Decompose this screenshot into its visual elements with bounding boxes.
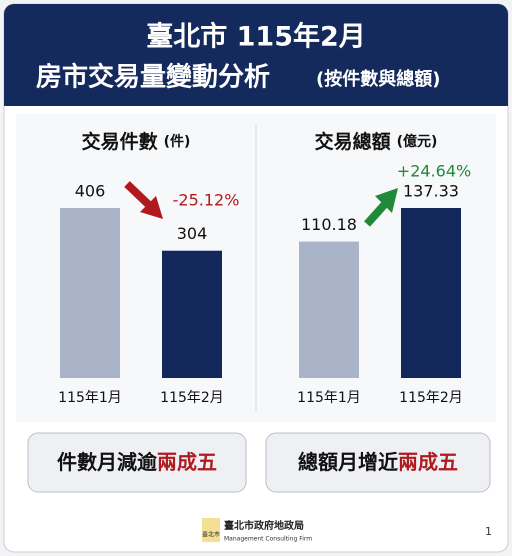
change-label: -25.12% bbox=[173, 191, 240, 210]
summary-main: 總額月增近 bbox=[298, 450, 398, 474]
footer-org-en: Management Consulting Firm bbox=[224, 536, 312, 543]
chart-unit: (億元) bbox=[397, 133, 438, 150]
page-number: 1 bbox=[485, 525, 492, 538]
summary-box bbox=[27, 432, 247, 493]
logo-text: 臺北市 bbox=[202, 531, 220, 539]
chart-title: 交易件數 (件) bbox=[82, 130, 191, 153]
bar bbox=[299, 241, 359, 378]
summary-highlight: 兩成五 bbox=[157, 450, 217, 474]
title: 房市交易量變動分析 bbox=[36, 62, 270, 93]
logo-mark bbox=[202, 518, 220, 542]
value-label: 137.33 bbox=[403, 182, 459, 201]
bar bbox=[401, 208, 461, 378]
chart-title-main: 交易件數 bbox=[82, 130, 158, 153]
bar bbox=[60, 208, 120, 378]
title: 臺北市 115年2月 bbox=[146, 21, 366, 53]
summary-main: 件數月減逾 bbox=[57, 450, 158, 474]
title-note: (按件數與總額) bbox=[316, 68, 440, 90]
value-label: 110.18 bbox=[301, 215, 357, 234]
x-tick-label: 115年2月 bbox=[399, 390, 463, 406]
footer-org: 臺北市政府地政局 bbox=[224, 519, 304, 532]
x-tick-label: 115年1月 bbox=[297, 390, 361, 406]
value-label: 304 bbox=[177, 224, 208, 243]
chart-title: 交易總額 (億元) bbox=[315, 130, 438, 153]
bar bbox=[162, 250, 222, 378]
arrow-down bbox=[124, 181, 163, 219]
value-label: 406 bbox=[75, 182, 106, 201]
x-tick-label: 115年1月 bbox=[58, 390, 122, 406]
summary-text: 總額月增近兩成五 bbox=[298, 450, 458, 474]
arrow-up bbox=[364, 188, 398, 227]
header-band bbox=[4, 4, 508, 106]
chart-title-main: 交易總額 bbox=[315, 130, 391, 153]
chart-unit: (件) bbox=[164, 133, 191, 150]
x-tick-label: 115年2月 bbox=[160, 390, 224, 406]
summary-highlight: 兩成五 bbox=[398, 450, 458, 474]
summary-box bbox=[265, 432, 491, 493]
change-label: +24.64% bbox=[397, 162, 471, 181]
summary-text: 件數月減逾兩成五 bbox=[57, 450, 217, 474]
